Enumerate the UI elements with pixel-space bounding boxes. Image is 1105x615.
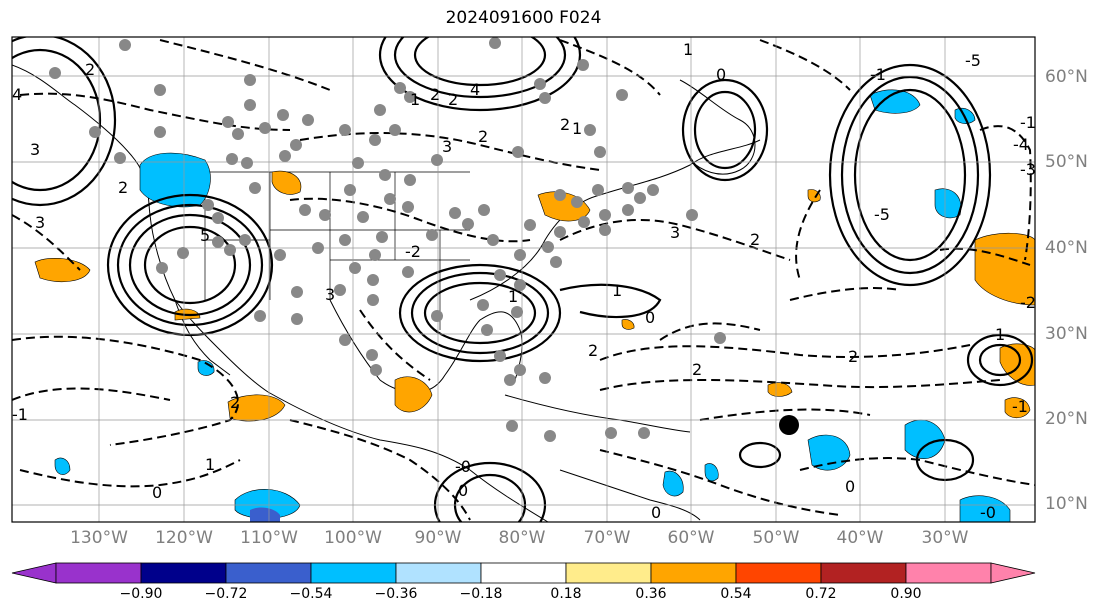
svg-text:1: 1	[508, 287, 518, 306]
svg-text:1: 1	[683, 40, 693, 59]
colorbar-tick: −0.36	[374, 586, 418, 602]
lon-label: 90°W	[414, 528, 462, 548]
lon-label: 110°W	[240, 528, 298, 548]
svg-text:0: 0	[645, 308, 655, 327]
lat-label: 20°N	[1045, 409, 1088, 429]
lon-label: 50°W	[752, 528, 800, 548]
lon-label: 60°W	[667, 528, 715, 548]
colorbar-tick: 0.54	[720, 586, 752, 602]
negative-shading	[54, 89, 1011, 522]
gridlines	[12, 37, 1035, 522]
svg-text:-2: -2	[1020, 293, 1036, 312]
lon-label: 40°W	[836, 528, 884, 548]
colorbar-tick: 0.90	[890, 586, 922, 602]
svg-text:4: 4	[470, 80, 480, 99]
lat-label: 60°N	[1045, 67, 1088, 87]
svg-text:2: 2	[848, 347, 858, 366]
colorbar-bin	[565, 562, 652, 584]
station-markers	[49, 37, 726, 442]
colorbar-bin	[55, 562, 142, 584]
svg-text:3: 3	[35, 213, 45, 232]
lat-label: 40°N	[1045, 238, 1088, 258]
svg-text:-0: -0	[455, 457, 471, 476]
lon-label: 30°W	[921, 528, 969, 548]
colorbar-bin	[820, 562, 907, 584]
colorbar-tick: −0.54	[289, 586, 333, 602]
svg-text:-1: -1	[12, 405, 28, 424]
colorbar-bin	[905, 562, 992, 584]
svg-text:0: 0	[716, 65, 726, 84]
svg-text:3: 3	[670, 223, 680, 242]
colorbar-bin	[395, 562, 482, 584]
map-title: 2024091600 F024	[445, 8, 602, 28]
svg-text:0: 0	[651, 503, 661, 522]
svg-text:2: 2	[118, 178, 128, 197]
svg-text:-2: -2	[405, 242, 421, 261]
colorbar	[11, 562, 1036, 584]
colorbar-bin	[310, 562, 397, 584]
colorbar-bin	[480, 562, 567, 584]
colorbar-tick: −0.18	[459, 586, 503, 602]
colorbar-tick: 0.72	[805, 586, 837, 602]
colorbar-bin	[225, 562, 312, 584]
svg-text:-5: -5	[965, 51, 981, 70]
svg-text:3: 3	[325, 285, 335, 304]
colorbar-bin	[140, 562, 227, 584]
svg-text:3: 3	[30, 140, 40, 159]
svg-text:2: 2	[430, 85, 440, 104]
svg-text:-1: -1	[1012, 397, 1028, 416]
contour-labels: 2 4 3 1 2 2 2 1 0 1 4 -5 3 2 2 3 3 3 1 0…	[12, 40, 1036, 522]
svg-text:-1: -1	[1020, 113, 1036, 132]
lat-label: 10°N	[1045, 494, 1088, 514]
svg-text:1: 1	[572, 119, 582, 138]
svg-text:2: 2	[588, 341, 598, 360]
tropical-cyclone-marker	[779, 415, 799, 435]
colorbar-bin	[650, 562, 737, 584]
svg-text:-4: -4	[1013, 135, 1029, 154]
svg-text:2: 2	[750, 230, 760, 249]
svg-text:1: 1	[205, 455, 215, 474]
dashed-contours	[12, 39, 1035, 521]
svg-text:0: 0	[458, 481, 468, 500]
svg-text:1: 1	[410, 90, 420, 109]
lat-label: 50°N	[1045, 152, 1088, 172]
colorbar-min-extend	[11, 562, 57, 584]
lon-label: 100°W	[324, 528, 382, 548]
svg-text:2: 2	[478, 127, 488, 146]
colorbar-bin	[735, 562, 822, 584]
svg-text:0: 0	[152, 483, 162, 502]
svg-text:1: 1	[995, 325, 1005, 344]
svg-text:-0: -0	[980, 503, 996, 522]
svg-text:-3: -3	[1020, 160, 1036, 179]
svg-text:0: 0	[845, 477, 855, 496]
svg-text:2: 2	[448, 90, 458, 109]
svg-text:1: 1	[612, 281, 622, 300]
colorbar-tick: −0.72	[204, 586, 248, 602]
svg-text:2: 2	[230, 393, 240, 412]
svg-text:-1: -1	[870, 65, 886, 84]
map-frame	[11, 36, 1036, 523]
colorbar-tick: 0.18	[550, 586, 582, 602]
lon-label: 80°W	[498, 528, 546, 548]
colorbar-tick: 0.36	[635, 586, 667, 602]
svg-text:2: 2	[85, 60, 95, 79]
lon-label: 120°W	[155, 528, 213, 548]
svg-text:2: 2	[692, 360, 702, 379]
svg-text:5: 5	[200, 226, 210, 245]
svg-text:-5: -5	[874, 205, 890, 224]
svg-text:4: 4	[12, 85, 22, 104]
lon-label: 70°W	[583, 528, 631, 548]
svg-text:3: 3	[442, 137, 452, 156]
lon-label: 130°W	[70, 528, 128, 548]
colorbar-max-extend	[990, 562, 1036, 584]
svg-text:2: 2	[560, 115, 570, 134]
colorbar-tick: −0.90	[119, 586, 163, 602]
lat-label: 30°N	[1045, 324, 1088, 344]
solid-contours	[12, 37, 1034, 522]
